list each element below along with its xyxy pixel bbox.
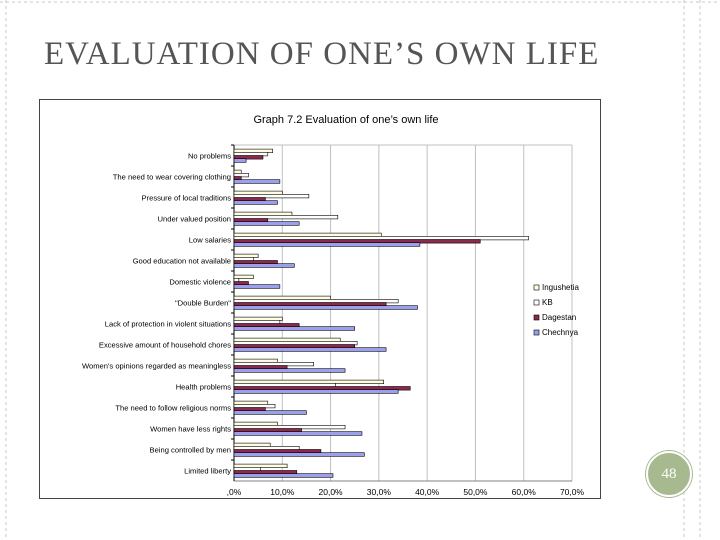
bar-kb-2 — [233, 194, 310, 199]
bar-ingushetia-6 — [233, 274, 254, 280]
chart-container: Graph 7.2 Evaluation of one’s own life ,0… — [39, 99, 601, 499]
bar-chechnya-1 — [233, 179, 281, 184]
bar-chechnya-4 — [233, 242, 421, 247]
x-tick-label-2: 20,0% — [319, 487, 344, 497]
bar-chechnya-6 — [233, 284, 281, 289]
category-label-10: Women's opinions regarded as meaningless — [82, 362, 231, 371]
category-label-15: Limited liberty — [184, 467, 231, 476]
category-label-6: Domestic violence — [169, 278, 231, 287]
x-tick-label-5: 50,0% — [463, 487, 488, 497]
bar-chechnya-11 — [233, 389, 399, 394]
bar-chechnya-9 — [233, 347, 387, 352]
x-tick-label-4: 40,0% — [415, 487, 440, 497]
page-number-badge: 48 — [646, 451, 692, 497]
legend-swatch-0 — [533, 284, 540, 291]
category-label-2: Pressure of local traditions — [142, 194, 232, 203]
bar-chechnya-12 — [233, 410, 307, 415]
bar-kb-3 — [233, 215, 339, 220]
bar-chechnya-2 — [233, 200, 278, 205]
category-label-3: Under valued position — [158, 215, 231, 224]
chart-title: Graph 7.2 Evaluation of one’s own life — [253, 114, 438, 126]
x-tick-label-6: 60,0% — [512, 487, 537, 497]
category-label-8: Lack of protection in violent situations — [105, 320, 231, 329]
legend-swatch-2 — [533, 314, 540, 321]
bar-dagestan-0 — [233, 155, 264, 160]
bar-chart: Graph 7.2 Evaluation of one’s own life ,0… — [82, 114, 585, 497]
category-label-1: The need to wear covering clothing — [113, 173, 231, 182]
category-label-14: Being controlled by men — [150, 446, 231, 455]
x-tick-label-1: 10,0% — [270, 487, 295, 497]
bar-chechnya-15 — [233, 473, 334, 478]
category-label-4: Low salaries — [189, 236, 231, 245]
category-label-0: No problems — [188, 152, 231, 161]
legend-swatch-3 — [533, 329, 540, 336]
category-label-7: "Double Burden" — [175, 299, 231, 308]
bar-chechnya-0 — [233, 158, 247, 163]
bar-chechnya-7 — [233, 305, 418, 310]
category-label-12: The need to follow religious norms — [115, 404, 231, 413]
legend-label-0: Ingushetia — [542, 283, 579, 292]
bar-chechnya-3 — [233, 221, 300, 226]
x-tick-label-3: 30,0% — [367, 487, 392, 497]
bar-chechnya-13 — [233, 431, 363, 436]
bar-chechnya-5 — [233, 263, 295, 268]
legend-swatch-1 — [533, 299, 540, 306]
bar-chechnya-14 — [233, 452, 365, 457]
legend-label-2: Dagestan — [542, 313, 576, 322]
legend-label-3: Chechnya — [542, 328, 579, 337]
bar-chechnya-10 — [233, 368, 346, 373]
x-tick-label-7: 70,0% — [560, 487, 585, 497]
bar-chechnya-8 — [233, 326, 356, 331]
category-label-5: Good education not available — [133, 257, 231, 266]
slide-title: EVALUATION OF ONE’S OWN LIFE — [44, 36, 600, 72]
page-number: 48 — [661, 465, 677, 482]
category-label-11: Health problems — [176, 383, 231, 392]
x-tick-label-0: ,0% — [227, 487, 242, 497]
category-label-9: Excessive amount of household chores — [99, 341, 231, 350]
legend-label-1: KB — [542, 298, 553, 307]
category-label-13: Women have less rights — [150, 425, 231, 434]
